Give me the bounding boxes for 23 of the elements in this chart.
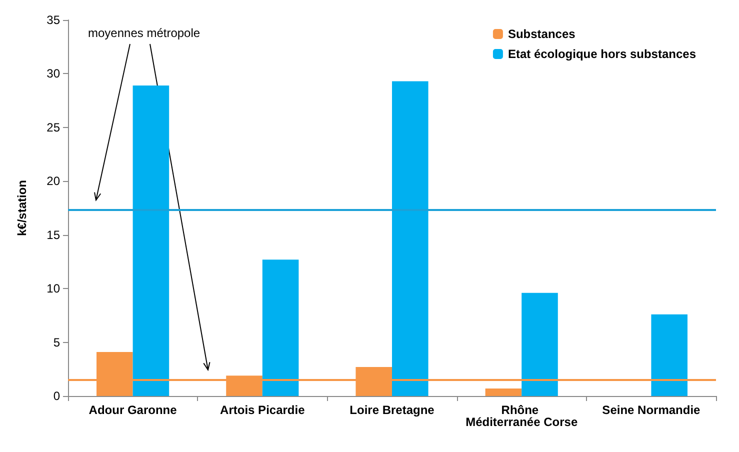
x-tick-label: Seine Normandie: [602, 403, 701, 417]
y-tick-label: 25: [46, 120, 60, 134]
legend-label: Etat écologique hors substances: [508, 47, 696, 61]
bar: [485, 388, 522, 396]
y-tick-label: 15: [46, 228, 60, 242]
y-tick-label: 35: [46, 13, 60, 27]
x-tick-label: Loire Bretagne: [350, 403, 435, 417]
legend-label: Substances: [508, 27, 576, 41]
annotation: moyennes métropole: [88, 26, 200, 40]
y-axis-title: k€/station: [15, 180, 29, 236]
bar: [522, 292, 558, 396]
bar: [651, 314, 688, 396]
y-tick-label: 5: [53, 335, 60, 350]
x-tick-label: Artois Picardie: [220, 403, 306, 417]
bar: [392, 81, 428, 396]
bar: [132, 86, 170, 396]
x-tick-label: Adour Garonne: [88, 403, 178, 417]
y-tick-label: 20: [46, 174, 60, 188]
y-tick-label: 30: [46, 66, 60, 81]
y-tick-label: 10: [46, 282, 60, 296]
x-tick-label: Rhône Méditerranée Corse: [466, 403, 578, 429]
bar: [262, 260, 299, 396]
y-tick-label: 0: [53, 389, 60, 403]
